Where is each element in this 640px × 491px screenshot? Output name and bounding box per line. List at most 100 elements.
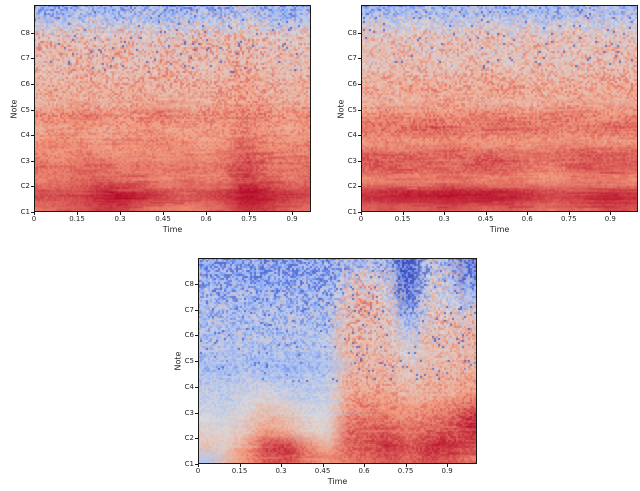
x-tick-mark bbox=[198, 464, 199, 467]
y-tick-mark bbox=[358, 32, 361, 34]
x-tick-mark bbox=[292, 212, 294, 215]
y-tick-mark bbox=[195, 283, 198, 285]
y-tick-label: C3 bbox=[20, 156, 30, 165]
x-tick-mark bbox=[610, 212, 612, 215]
y-tick-mark bbox=[358, 58, 361, 60]
y-tick-label: C8 bbox=[184, 279, 194, 288]
x-tick-label: 0 bbox=[31, 215, 37, 223]
x-tick-mark bbox=[402, 212, 404, 215]
y-tick-mark bbox=[31, 32, 34, 34]
x-tick-label: 0.3 bbox=[114, 215, 126, 223]
x-tick-label: 0 bbox=[358, 215, 364, 223]
x-tick-label: 0.45 bbox=[314, 467, 331, 475]
chromagram-plot-top-right: Time Note 0 0.15 0.3 0.45 0.6 0.75 0.9 C1 C2 C3 C4… bbox=[337, 5, 638, 234]
x-tick-mark bbox=[77, 212, 78, 215]
y-tick-mark bbox=[31, 109, 34, 111]
x-tick-label: 0.45 bbox=[155, 215, 171, 223]
x-tick-label: 0.15 bbox=[394, 215, 411, 223]
y-tick-label: C1 bbox=[184, 460, 194, 468]
x-axis-label: Time bbox=[162, 225, 183, 234]
y-axis-label: Note bbox=[173, 351, 183, 371]
x-tick-mark bbox=[281, 464, 283, 467]
y-tick-mark bbox=[195, 361, 198, 362]
heatmap-canvas-bottom bbox=[198, 258, 477, 464]
x-tick-mark bbox=[361, 212, 362, 215]
y-tick-label: C3 bbox=[347, 156, 357, 165]
y-tick-mark bbox=[358, 135, 361, 137]
y-tick-label: C3 bbox=[184, 408, 194, 417]
y-tick-label: C1 bbox=[20, 208, 30, 216]
y-tick-mark bbox=[31, 83, 34, 85]
x-tick-label: 0.75 bbox=[560, 215, 577, 223]
x-tick-label: 0.3 bbox=[438, 215, 450, 223]
y-tick-label: C6 bbox=[184, 331, 194, 340]
y-tick-label: C7 bbox=[20, 54, 30, 63]
x-tick-mark bbox=[163, 212, 165, 215]
y-tick-label: C2 bbox=[347, 182, 357, 191]
y-tick-label: C5 bbox=[184, 357, 194, 365]
heatmap-canvas-top-left bbox=[34, 5, 311, 212]
x-tick-label: 0.6 bbox=[200, 215, 212, 223]
y-tick-mark bbox=[358, 109, 361, 111]
y-tick-label: C8 bbox=[20, 28, 30, 37]
y-tick-mark bbox=[195, 335, 198, 337]
y-axis-label: Note bbox=[336, 99, 346, 118]
y-tick-mark bbox=[358, 160, 361, 162]
y-tick-mark bbox=[195, 464, 198, 465]
x-tick-mark bbox=[405, 464, 407, 467]
chromagram-plot-top-left: Time Note 0 0.15 0.3 0.45 0.6 0.75 0.9 C1 C2 C3 C4… bbox=[10, 5, 311, 234]
y-tick-mark bbox=[31, 160, 34, 162]
y-tick-label: C6 bbox=[20, 79, 30, 88]
y-tick-mark bbox=[195, 438, 198, 440]
x-tick-mark bbox=[364, 464, 366, 467]
y-tick-mark bbox=[195, 412, 198, 414]
x-tick-mark bbox=[322, 464, 324, 467]
y-tick-mark bbox=[358, 212, 361, 213]
heatmap-canvas-top-right bbox=[361, 5, 638, 212]
y-tick-mark bbox=[31, 135, 34, 137]
x-tick-label: 0.9 bbox=[604, 215, 616, 223]
y-tick-label: C2 bbox=[20, 182, 30, 191]
y-tick-mark bbox=[31, 58, 34, 60]
y-tick-label: C4 bbox=[347, 131, 357, 140]
x-tick-mark bbox=[206, 212, 208, 215]
y-tick-mark bbox=[358, 83, 361, 85]
x-tick-mark bbox=[120, 212, 122, 215]
x-tick-mark bbox=[527, 212, 529, 215]
x-axis-label: Time bbox=[489, 225, 510, 234]
x-tick-mark bbox=[239, 464, 241, 467]
y-tick-mark bbox=[195, 386, 198, 388]
x-tick-mark bbox=[485, 212, 487, 215]
x-tick-mark bbox=[34, 212, 35, 215]
x-tick-label: 0.75 bbox=[397, 467, 414, 475]
y-tick-mark bbox=[358, 186, 361, 188]
y-tick-label: C4 bbox=[184, 382, 194, 391]
x-tick-label: 0.9 bbox=[286, 215, 298, 223]
y-tick-mark bbox=[31, 212, 34, 213]
y-tick-label: C4 bbox=[20, 131, 30, 140]
y-tick-label: C2 bbox=[184, 434, 194, 443]
y-tick-label: C1 bbox=[347, 208, 357, 216]
x-tick-mark bbox=[249, 212, 251, 215]
y-axis-label: Note bbox=[9, 99, 19, 118]
x-tick-label: 0.3 bbox=[275, 467, 287, 475]
x-tick-label: 0.6 bbox=[358, 467, 370, 475]
x-tick-label: 0 bbox=[195, 467, 201, 475]
y-tick-mark bbox=[195, 309, 198, 311]
y-tick-mark bbox=[31, 186, 34, 188]
y-tick-label: C7 bbox=[184, 305, 194, 314]
x-tick-mark bbox=[447, 464, 449, 467]
x-tick-mark bbox=[444, 212, 446, 215]
y-tick-label: C5 bbox=[20, 105, 30, 114]
y-tick-label: C6 bbox=[347, 79, 357, 88]
y-tick-label: C5 bbox=[347, 105, 357, 114]
x-tick-label: 0.15 bbox=[69, 215, 85, 223]
x-tick-label: 0.9 bbox=[441, 467, 453, 475]
x-axis-label: Time bbox=[327, 477, 348, 486]
x-tick-label: 0.6 bbox=[521, 215, 533, 223]
y-tick-label: C8 bbox=[347, 28, 357, 37]
x-tick-label: 0.45 bbox=[477, 215, 494, 223]
x-tick-mark bbox=[568, 212, 570, 215]
x-tick-label: 0.75 bbox=[241, 215, 257, 223]
